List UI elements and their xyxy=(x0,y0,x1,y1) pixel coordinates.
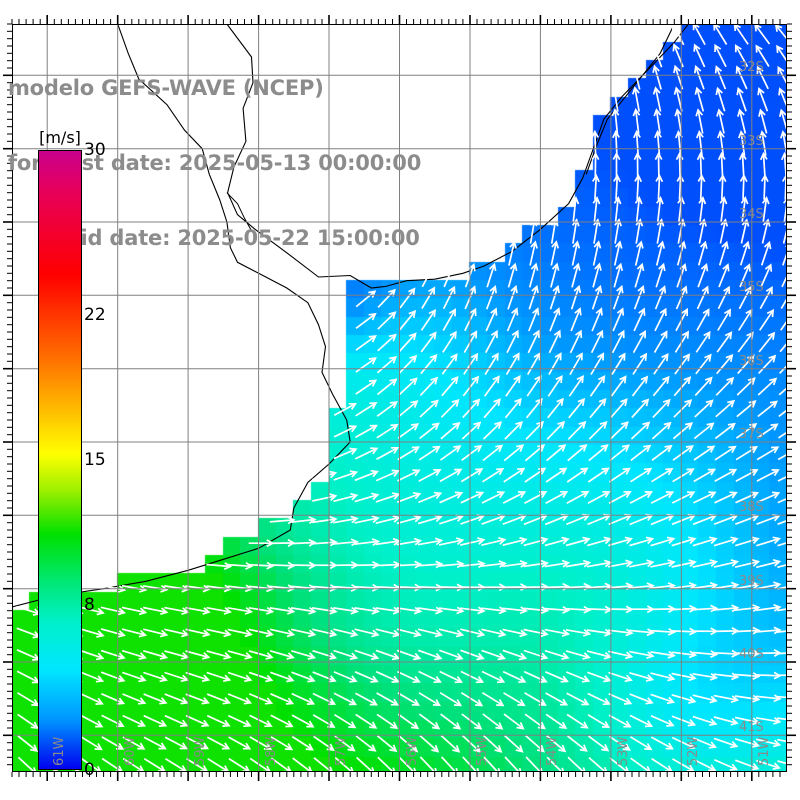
lat-tick-label-33S: 33S xyxy=(739,133,764,149)
lon-tick-label-59W: 59W xyxy=(193,736,209,766)
lat-tick-label-34S: 34S xyxy=(739,207,764,222)
colorbar-tick-22: 22 xyxy=(84,305,106,326)
lat-tick-label-37S: 37S xyxy=(739,427,764,442)
lon-tick-label-57W: 57W xyxy=(334,736,350,766)
lon-tick-label-61W: 61W xyxy=(52,736,68,766)
colorbar-legend: [m/s] 30 22 15 8 0 xyxy=(32,128,142,780)
colorbar-tick-15: 15 xyxy=(84,450,106,470)
lat-tick-label-41S: 41S xyxy=(739,720,764,736)
lon-tick-label-53W: 53W xyxy=(615,736,631,766)
lon-tick-label-60W: 60W xyxy=(122,736,138,766)
lon-tick-label-52W: 52W xyxy=(686,736,702,766)
lat-tick-label-40S: 40S xyxy=(739,647,764,662)
lat-tick-label-36S: 36S xyxy=(739,353,764,369)
chart-title-block: modelo GEFS-WAVE (NCEP) forecast date: 2… xyxy=(0,26,520,301)
lon-tick-label-56W: 56W xyxy=(404,736,420,766)
forecast-date-label: forecast date: 2025-05-13 00:00:00 xyxy=(8,151,422,175)
lat-tick-label-35S: 35S xyxy=(739,280,764,296)
lat-tick-label-32S: 32S xyxy=(739,60,764,76)
colorbar-gradient xyxy=(38,150,82,770)
lat-tick-label-39S: 39S xyxy=(739,573,764,589)
lat-tick-label-38S: 38S xyxy=(739,500,764,516)
colorbar-tick-30: 30 xyxy=(84,140,106,160)
colorbar-tick-0: 0 xyxy=(84,760,95,780)
model-name-label: modelo GEFS-WAVE (NCEP) xyxy=(8,76,324,100)
colorbar-tick-8: 8 xyxy=(84,594,95,615)
lon-tick-label-51W: 51W xyxy=(756,736,772,766)
lon-tick-label-58W: 58W xyxy=(263,736,279,766)
lon-tick-label-55W: 55W xyxy=(474,736,490,766)
colorbar-unit-label: [m/s] xyxy=(39,128,81,147)
lon-tick-label-54W: 54W xyxy=(545,736,561,766)
